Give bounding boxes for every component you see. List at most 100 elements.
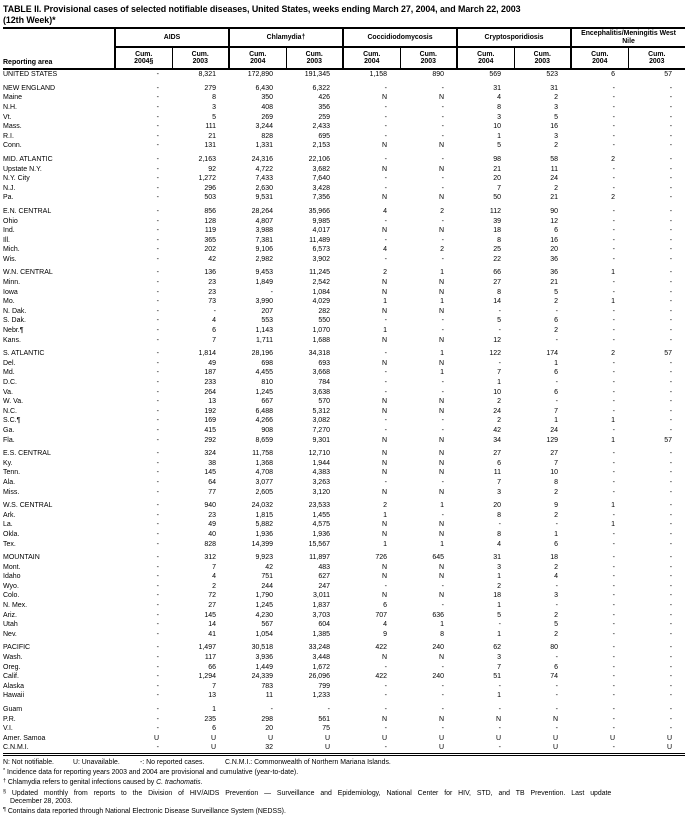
value-cell: - — [669, 236, 673, 244]
value-cell: - — [156, 706, 159, 713]
value-cell: - — [156, 521, 159, 529]
header-sub-row: Cum. 2004§ Cum. 2003 Cum. 2004 Cum. 2003 Cum. 200… — [3, 47, 686, 71]
value-cell: 3,703 — [312, 611, 330, 619]
value-cell: - — [156, 113, 159, 121]
reporting-area-cell: Guam — [3, 706, 23, 713]
value-cell: - — [555, 682, 559, 690]
value-cell: 12 — [550, 217, 559, 225]
disease-table: Reporting area AIDS Chlamydia† Coccidiodomy… — [3, 27, 686, 756]
table-row: Kans. - 7 1,711 1,688 N N 12 - - - — [3, 336, 685, 346]
value-cell: 279 — [204, 84, 216, 92]
value-cell: 3,936 — [255, 654, 273, 662]
value-cell: 15,567 — [308, 540, 330, 548]
value-cell: - — [156, 488, 159, 496]
value-cell: 2 — [497, 417, 502, 425]
value-cell: 9,985 — [312, 217, 330, 225]
table-row: Ala. - 64 3,077 3,263 - - 7 8 - - — [3, 478, 685, 488]
table-row: Vt. - 5 269 259 - - 3 5 - - — [3, 113, 685, 123]
value-cell: 1 — [611, 417, 616, 425]
value-cell: 4 — [554, 573, 559, 581]
value-cell: - — [612, 165, 616, 173]
value-cell: 1 — [383, 540, 387, 548]
value-cell: 8 — [440, 630, 445, 638]
value-cell: 3,448 — [312, 654, 330, 662]
value-cell: - — [156, 563, 159, 571]
value-cell: - — [156, 279, 159, 287]
value-cell: - — [612, 530, 616, 538]
reporting-area-cell: Va. — [3, 388, 13, 396]
value-cell: N — [381, 142, 387, 150]
value-cell: 1,385 — [312, 630, 330, 638]
value-cell: 550 — [318, 317, 330, 325]
value-cell: - — [156, 84, 159, 92]
value-cell: - — [156, 207, 159, 215]
value-cell: 856 — [204, 207, 216, 215]
value-cell: 10 — [493, 388, 502, 396]
value-cell: 25 — [493, 246, 502, 254]
value-cell: 523 — [546, 71, 559, 79]
value-cell: 9 — [383, 630, 387, 638]
value-cell: - — [612, 113, 616, 121]
reporting-area-cell: Conn. — [3, 142, 22, 150]
value-cell: - — [441, 255, 445, 263]
value-cell: - — [441, 426, 445, 434]
value-cell: 8 — [497, 511, 502, 519]
value-cell: 350 — [261, 94, 273, 102]
value-cell: - — [384, 175, 387, 183]
value-cell: 18 — [493, 592, 502, 600]
value-cell: 26,096 — [308, 673, 330, 681]
value-cell: 187 — [204, 369, 216, 377]
value-cell: 42 — [493, 426, 502, 434]
value-cell: - — [156, 103, 159, 111]
reporting-area-cell: La. — [3, 521, 13, 529]
value-cell: 3 — [497, 113, 502, 121]
value-cell: - — [669, 459, 673, 467]
value-cell: - — [612, 227, 616, 235]
value-cell: 561 — [318, 715, 330, 723]
value-cell: 21 — [208, 132, 216, 140]
value-cell: 41 — [208, 630, 216, 638]
value-cell: 4 — [497, 94, 502, 102]
value-cell: 98 — [493, 155, 502, 163]
table-row: Ohio - 128 4,807 9,985 - - 39 12 - - — [3, 217, 685, 227]
value-cell: 2 — [611, 350, 616, 358]
value-cell: - — [156, 407, 159, 415]
sub-header: Cum. 2004§ — [114, 47, 172, 71]
table-row: Va. - 264 1,245 3,638 - - 10 6 - - — [3, 388, 685, 398]
value-cell: - — [441, 175, 445, 183]
value-cell: 57 — [664, 350, 673, 358]
value-cell: - — [384, 317, 387, 325]
value-cell: 4 — [497, 540, 502, 548]
value-cell: - — [441, 327, 445, 335]
table-row: Colo. - 72 1,790 3,011 N N 18 3 - - — [3, 591, 685, 601]
table-row: N.H. - 3 408 356 - - 8 3 - - — [3, 103, 685, 113]
value-cell: - — [384, 388, 387, 396]
value-cell: 5 — [554, 288, 559, 296]
value-cell: 2 — [554, 563, 559, 571]
value-cell: - — [669, 132, 673, 140]
value-cell: - — [669, 298, 673, 306]
value-cell: - — [441, 663, 445, 671]
value-cell: 259 — [318, 113, 330, 121]
table-row: N.J. - 296 2,630 3,428 - - 7 2 - - — [3, 184, 685, 194]
reporting-area-cell: Ga. — [3, 426, 15, 434]
value-cell: - — [669, 417, 673, 425]
value-cell: 6 — [554, 227, 559, 235]
value-cell: 3,244 — [255, 123, 273, 131]
value-cell: - — [441, 236, 445, 244]
value-cell: N — [438, 307, 445, 315]
value-cell: U — [438, 744, 445, 752]
value-cell: - — [384, 123, 387, 131]
value-cell: 7 — [212, 682, 216, 690]
value-cell: 80 — [550, 644, 559, 652]
value-cell: - — [555, 692, 559, 700]
value-cell: U — [210, 744, 216, 752]
value-cell: - — [669, 269, 673, 277]
table-row: Ga. - 415 908 7,270 - - 42 24 - - — [3, 426, 685, 436]
value-cell: - — [669, 288, 673, 296]
value-cell: 1 — [497, 132, 502, 140]
reporting-area-cell: Kans. — [3, 336, 21, 344]
value-cell: N — [381, 450, 387, 458]
value-cell: 12 — [493, 336, 502, 344]
value-cell: - — [612, 255, 616, 263]
